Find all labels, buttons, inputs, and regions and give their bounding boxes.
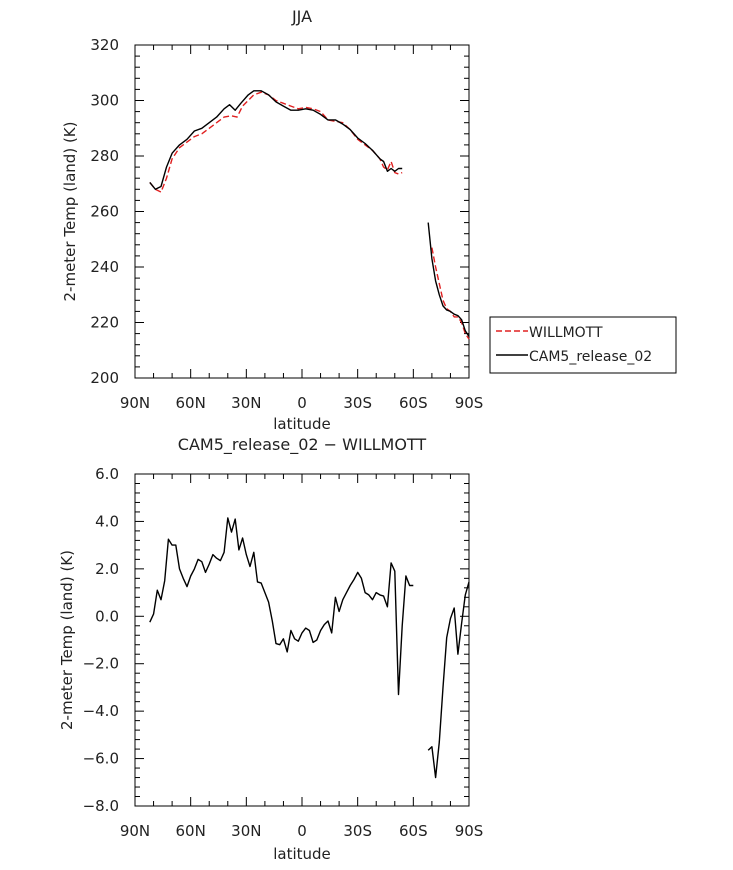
series-line-2-segment-1 bbox=[149, 90, 403, 191]
y-tick-label: 240 bbox=[90, 258, 119, 276]
y-tick-label: 200 bbox=[90, 369, 119, 387]
x-tick-label: 30S bbox=[343, 822, 372, 840]
y-tick-label: 2.0 bbox=[95, 560, 119, 578]
y-tick-label: 0.0 bbox=[95, 607, 119, 625]
y-tick-label: 320 bbox=[90, 36, 119, 54]
y-tick-label: 6.0 bbox=[95, 465, 119, 483]
x-tick-label: 30S bbox=[343, 394, 372, 412]
x-tick-label: 60N bbox=[176, 394, 206, 412]
y-tick-label: 4.0 bbox=[95, 512, 119, 530]
x-axis-label: latitude bbox=[273, 845, 331, 863]
y-tick-label: 220 bbox=[90, 314, 119, 332]
y-tick-label: 260 bbox=[90, 203, 119, 221]
y-axis-label: 2-meter Temp (land) (K) bbox=[61, 122, 79, 302]
legend-box bbox=[489, 316, 677, 374]
y-axis-label: 2-meter Temp (land) (K) bbox=[58, 550, 76, 730]
chart-panel-1: 200 220 240 260 280 300 320 90N 60N 30N 0 30S 60S 90S… bbox=[61, 7, 677, 433]
x-tick-label: 90N bbox=[120, 394, 150, 412]
x-axis-label: latitude bbox=[273, 415, 331, 433]
y-tick-label: −4.0 bbox=[83, 702, 119, 720]
series-line-1-segment-2 bbox=[427, 581, 470, 779]
plot-frame bbox=[134, 44, 470, 379]
x-tick-label: 90N bbox=[120, 822, 150, 840]
x-tick-label: 30N bbox=[231, 394, 261, 412]
y-tick-label: −8.0 bbox=[83, 797, 119, 815]
x-tick-label: 60S bbox=[399, 394, 428, 412]
y-tick-label: 300 bbox=[90, 92, 119, 110]
series-line-1-segment-1 bbox=[149, 517, 414, 696]
series-line-1-segment-1 bbox=[149, 91, 403, 193]
legend-label-1: WILLMOTT bbox=[529, 325, 603, 341]
x-tick-label: 60S bbox=[399, 822, 428, 840]
x-tick-label: 0 bbox=[297, 394, 307, 412]
plot-frame bbox=[134, 473, 470, 807]
chart-title: CAM5_release_02 − WILLMOTT bbox=[178, 435, 427, 455]
x-tick-label: 60N bbox=[176, 822, 206, 840]
x-tick-label: 0 bbox=[297, 822, 307, 840]
x-tick-label: 30N bbox=[231, 822, 261, 840]
y-tick-label: 280 bbox=[90, 147, 119, 165]
chart-title: JJA bbox=[291, 7, 312, 26]
legend: WILLMOTT CAM5_release_02 bbox=[489, 316, 677, 374]
series-line-2-segment-2 bbox=[427, 222, 470, 337]
x-tick-label: 90S bbox=[455, 822, 484, 840]
chart-panel-2: −8.0 −6.0 −4.0 −2.0 0.0 2.0 4.0 6.0 90N 60N 30N 0 30… bbox=[58, 435, 483, 863]
legend-label-2: CAM5_release_02 bbox=[529, 349, 652, 365]
y-tick-label: −2.0 bbox=[83, 655, 119, 673]
x-tick-label: 90S bbox=[455, 394, 484, 412]
y-tick-label: −6.0 bbox=[83, 750, 119, 768]
